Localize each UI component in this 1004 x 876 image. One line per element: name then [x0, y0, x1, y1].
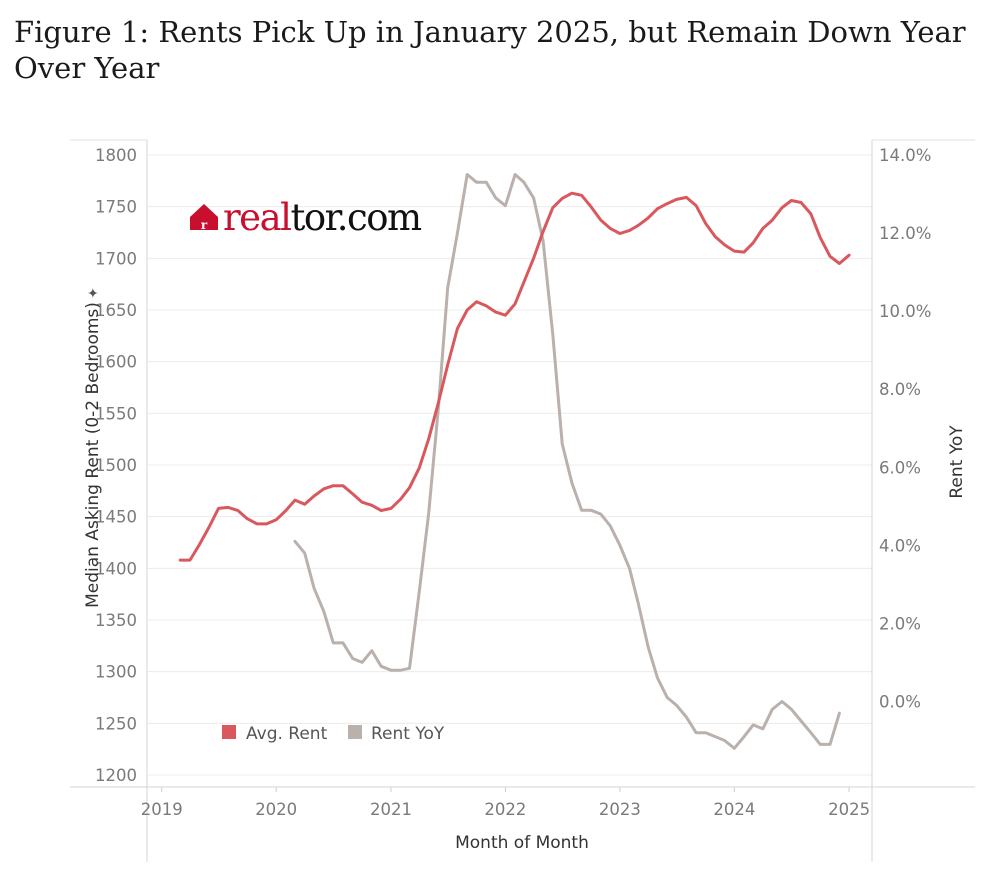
- left-tick-label: 1600: [95, 353, 137, 372]
- series: [178, 173, 851, 750]
- left-axis-title: Median Asking Rent (0-2 Bedrooms): [83, 302, 103, 608]
- left-tick-label: 1200: [95, 766, 137, 785]
- x-tick-label: 2024: [713, 800, 755, 819]
- x-tick-label: 2025: [828, 800, 870, 819]
- right-tick-label: 2.0%: [879, 614, 921, 633]
- legend-label-rent-yoy: Rent YoY: [371, 724, 445, 744]
- legend-label-avg-rent: Avg. Rent: [246, 724, 328, 744]
- series-line-avg-rent: [178, 191, 851, 562]
- x-tick-label: 2023: [599, 800, 641, 819]
- x-tick-label: 2022: [484, 800, 526, 819]
- right-tick-label: 12.0%: [879, 224, 931, 243]
- right-tick-label: 4.0%: [879, 536, 921, 555]
- left-tick-label: 1300: [95, 663, 137, 682]
- left-tick-label: 1700: [95, 249, 137, 268]
- legend-swatch-rent-yoy: [348, 725, 362, 739]
- logo-text-part1: real: [223, 196, 291, 239]
- x-axis-title: Month of Month: [455, 833, 589, 853]
- left-tick-label: 1800: [95, 146, 137, 165]
- x-tick-label: 2019: [141, 800, 183, 819]
- right-tick-label: 14.0%: [879, 146, 931, 165]
- left-tick-label: 1350: [95, 611, 137, 630]
- right-tick-label: 10.0%: [879, 302, 931, 321]
- svg-text:realtor.com: realtor.com: [223, 196, 422, 239]
- x-tick-label: 2020: [255, 800, 297, 819]
- axes: [70, 139, 975, 862]
- right-axis-title: Rent YoY: [947, 425, 967, 499]
- legend-swatch-avg-rent: [222, 725, 236, 739]
- left-tick-labels: 1800 1750 1700 1650 1600 1550 1500 1450 1400 1350…: [95, 146, 137, 785]
- house-icon-letter: r: [201, 218, 208, 232]
- left-tick-label: 1500: [95, 456, 137, 475]
- left-tick-label: 1250: [95, 714, 137, 733]
- right-tick-label: 8.0%: [879, 380, 921, 399]
- figure-title: Figure 1: Rents Pick Up in January 2025,…: [14, 15, 966, 85]
- left-tick-label: 1750: [95, 198, 137, 217]
- series-line-rent-yoy: [293, 173, 841, 750]
- realtor-logo: r realtor.com: [190, 196, 424, 239]
- left-tick-label: 1550: [95, 404, 137, 423]
- house-icon: [190, 204, 218, 230]
- left-tick-label: 1400: [95, 559, 137, 578]
- x-tick-label: 2021: [370, 800, 412, 819]
- right-tick-label: 0.0%: [879, 692, 921, 711]
- right-tick-labels: 14.0% 12.0% 10.0% 8.0% 6.0% 4.0% 2.0% 0.0%: [879, 146, 931, 711]
- left-tick-label: 1450: [95, 508, 137, 527]
- gridlines: [147, 154, 872, 776]
- x-tick-labels: 2019 2020 2021 2022 2023 2024 2025: [141, 787, 870, 819]
- pin-icon: ✦: [87, 287, 102, 299]
- legend: Avg. Rent Rent YoY: [222, 724, 445, 744]
- logo-text-part2: tor.com: [290, 196, 422, 239]
- right-tick-label: 6.0%: [879, 458, 921, 477]
- left-tick-label: 1650: [95, 301, 137, 320]
